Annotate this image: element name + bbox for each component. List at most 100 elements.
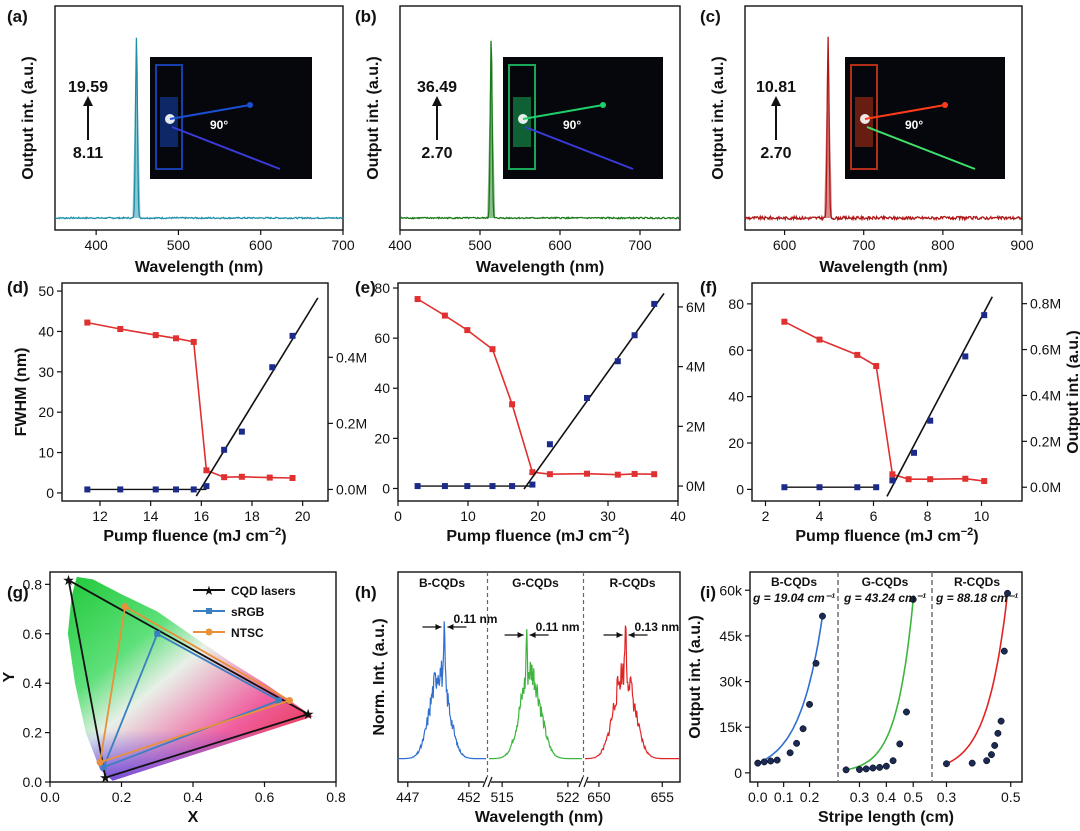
panel-a-ylabel: Output int. (a.u.) [20,56,37,180]
panel-h-axis-break-a-1 [578,776,584,788]
panel-h-arrowhead-right-0 [447,624,454,630]
panel-a-inset-pump-beam [171,126,281,170]
panel-h-spectrum-1 [489,629,582,760]
panel-b-label: (b) [355,7,377,26]
panel-b-annot-arrow-head [432,96,442,106]
panel-c-annot-bottom: 2.70 [760,145,791,162]
panel-a-xtick-3-label: 700 [331,237,355,253]
panel-a-spectrum-line [54,37,344,220]
panel-i-point-0-6 [799,725,807,733]
panel-h-linewidth-label-1: 0.11 nm [536,620,580,634]
panel-i-point-0-7 [806,700,813,708]
panel-f-fwhm-point-8 [981,478,988,485]
panel-c-spectrum-line [744,36,1023,222]
panel-f-xtick-4-label: 10 [974,508,990,524]
panel-i-fit-curve-1 [845,599,914,771]
panel-g-triangle-2 [98,605,292,764]
panel-i-point-1-0 [842,766,850,774]
panel-c-ylabel: Output int. (a.u.) [710,56,727,180]
panel-e-fwhm-point-10 [651,471,658,478]
panel-i-group-name-0: B-CQDs [771,575,817,589]
panel-d-intensity-point-9 [289,332,296,339]
panel-e-intensity-point-9 [631,332,638,339]
panel-h-arrowhead-right-2 [628,632,635,638]
panel-i-ylabel: Output int. (a.u.) [687,615,704,739]
panel-d-xlabel: Pump fluence (mJ cm−2) [103,526,286,545]
panel-c-peak-fill [824,36,833,218]
panel-d-intensity-point-2 [152,486,159,493]
panel-d-intensity-point-1 [117,486,124,493]
panel-i-point-2-0 [943,760,950,768]
panel-e-ytick-right-0-label: 0M [686,478,705,494]
panel-i-point-1-5 [882,762,890,770]
panel-h-group-name-1: G-CQDs [512,576,559,590]
panel-e-ytick-left-3-label: 60 [374,330,390,346]
panel-i-point-0-4 [786,749,794,757]
panel-a-label: (a) [7,7,28,26]
panel-i-point-0-3 [773,756,781,764]
panel-c-inset-pump-beam [866,126,976,170]
panel-e-fwhm-point-0 [414,296,421,303]
panel-i-ytick-3-label: 45k [719,628,743,644]
panel-g-star-1: ★ [302,706,315,722]
panel-b-inset-emission-beam [522,104,604,120]
panel-i-point-1-1 [856,766,863,773]
panel-a-annot-bottom: 8.11 [73,145,103,162]
panel-i-point-1-9 [909,595,917,603]
panel-b-spectrum-line [399,40,681,220]
panel-i-label: (i) [700,583,716,602]
panel-b-xtick-2-label: 600 [548,237,572,253]
panel-h-xtick-1-1-label: 522 [556,789,580,805]
panel-e-intensity-point-10 [651,300,658,307]
panel-g-legend-marker-2 [205,628,213,636]
panel-g-legend-marker-0: ★ [203,583,215,598]
panel-e-fwhm-point-6 [546,471,553,478]
panel-d-linear-fit [195,297,319,497]
panel-h-spectrum-2 [585,625,680,760]
panel-i-fit-curve-2 [946,593,1009,765]
panel-e-intensity-point-8 [614,358,621,365]
panel-i-point-0-8 [812,659,820,667]
panel-g-srgb-point-2 [100,764,107,771]
panel-d-ytick-left-2-label: 20 [38,404,54,420]
panel-d-ytick-left-4-label: 40 [38,323,54,339]
panel-e-intensity-point-2 [464,483,471,490]
panel-e-fwhm-point-7 [584,470,590,477]
panel-e-intensity-point-4 [509,483,516,490]
panel-e-fwhm-line [417,298,655,476]
panel-i-point-0-0 [754,759,762,767]
panel-d-fwhm-point-2 [152,332,159,339]
panel-e-intensity-point-6 [546,441,553,448]
panel-h-arrowhead-left-0 [435,624,442,630]
panel-d-ytick-left-3-label: 30 [38,364,54,380]
panel-h-linewidth-label-0: 0.11 nm [453,612,497,626]
panel-i-ytick-2-label: 30k [719,674,743,690]
panel-h-axis-break-b-1 [583,776,589,788]
panel-h-axis-break-b-0 [487,776,493,788]
panel-f-intensity-point-6 [927,417,934,424]
panel-f-intensity-point-3 [873,484,880,491]
panel-f-intensity-point-5 [911,449,917,456]
panel-i-ytick-4-label: 60k [719,582,743,598]
panel-a-xtick-2-label: 600 [249,237,273,253]
panel-f-intensity-point-8 [981,312,988,319]
panel-e-fwhm-point-2 [464,327,471,334]
panel-d-fwhm-point-4 [190,338,197,345]
panel-e-fwhm-point-1 [441,312,448,319]
panel-a-xlabel: Wavelength (nm) [135,259,263,276]
panel-c-inset-beam-spot [942,102,948,108]
panel-h-axis-break-a-0 [482,776,488,788]
panel-g-xlabel: X [188,809,199,826]
panel-g-ntsc-point-1 [286,696,294,704]
panel-f-fwhm-point-7 [962,475,969,482]
panel-i-point-2-4 [991,742,999,749]
panel-d-intensity-point-3 [173,486,179,493]
panel-f-intensity-point-1 [816,484,823,491]
panel-i-point-1-7 [896,740,904,748]
panel-e-intensity-point-1 [441,483,448,490]
panel-d-xtick-2-label: 16 [194,508,210,524]
panel-b-xlabel: Wavelength (nm) [476,259,604,276]
panel-f-ytick-left-2-label: 40 [728,389,744,405]
panel-i-point-2-7 [1000,647,1008,655]
